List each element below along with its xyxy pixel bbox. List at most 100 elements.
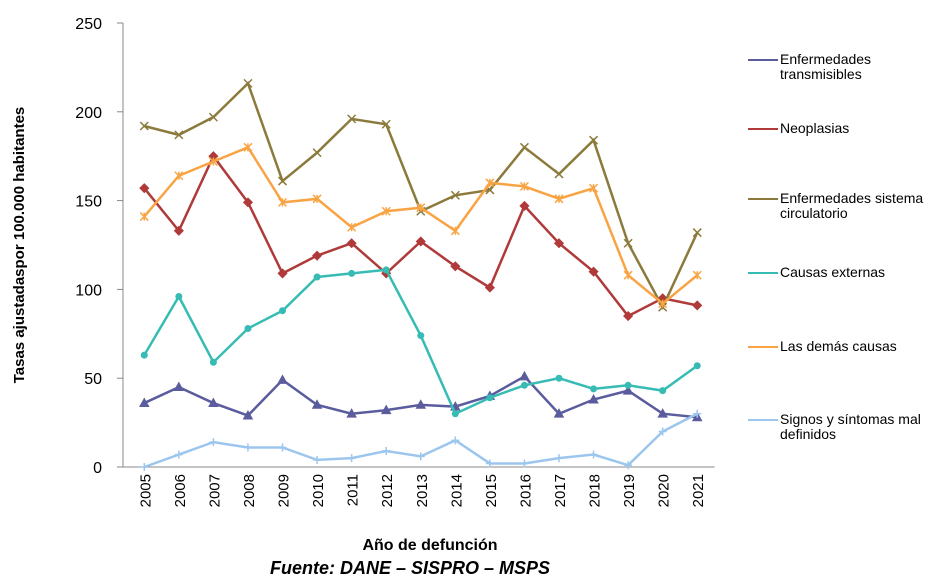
legend-label: Enfermedades sistema circulatorio: [780, 190, 924, 221]
point: [313, 273, 321, 281]
point: [451, 410, 459, 418]
x-tick-label: 2010: [310, 474, 327, 507]
point: [450, 261, 461, 272]
point: [623, 238, 633, 248]
point: [382, 266, 390, 274]
x-tick-label: 2013: [414, 474, 431, 507]
point: [209, 438, 218, 447]
point: [140, 463, 149, 471]
point: [278, 443, 287, 452]
point: [624, 461, 633, 470]
x-tick-label: 2007: [206, 474, 223, 507]
point: [450, 190, 460, 200]
legend-swatch: [748, 419, 778, 421]
point: [519, 142, 529, 152]
x-tick-label: 2019: [621, 474, 638, 507]
point: [519, 370, 530, 381]
y-axis-label: Tasas ajustadaspor 100.000 habitantes: [11, 107, 28, 384]
point: [588, 266, 599, 277]
point: [277, 374, 288, 384]
point: [554, 194, 564, 204]
point: [242, 197, 254, 208]
point: [175, 293, 183, 301]
point: [692, 228, 702, 238]
point: [589, 450, 598, 459]
series-line: [143, 268, 698, 416]
legend-swatch: [748, 272, 778, 274]
point: [140, 351, 148, 359]
point: [485, 178, 495, 188]
point: [346, 408, 357, 418]
series-line: [143, 81, 699, 310]
y-tick-label: 50: [84, 371, 102, 388]
point: [553, 408, 565, 418]
x-tick-label: 2017: [552, 474, 569, 507]
series-line: [143, 153, 698, 318]
point: [382, 447, 391, 456]
point: [416, 452, 425, 461]
point: [484, 282, 495, 293]
point: [209, 358, 217, 366]
point: [485, 459, 494, 468]
point: [451, 436, 460, 445]
point: [347, 454, 356, 463]
series-line: [143, 374, 698, 419]
legend-swatch: [748, 59, 778, 61]
point: [520, 459, 529, 468]
point: [139, 183, 150, 194]
point: [243, 142, 253, 152]
point: [311, 399, 323, 409]
legend-swatch: [748, 198, 778, 200]
x-tick-label: 2011: [345, 474, 362, 506]
point: [174, 450, 183, 459]
point: [243, 443, 252, 452]
legend-swatch: [748, 346, 778, 348]
point: [624, 381, 632, 389]
point: [242, 409, 254, 420]
x-tick-label: 2020: [656, 474, 673, 507]
point: [208, 112, 218, 122]
point: [347, 222, 357, 232]
x-tick-label: 2018: [587, 474, 604, 507]
point: [519, 181, 529, 191]
point: [519, 200, 530, 211]
point: [589, 135, 599, 145]
point: [417, 332, 425, 340]
point: [139, 212, 149, 222]
x-tick-label: 2009: [276, 474, 293, 507]
point: [174, 171, 184, 181]
point: [173, 381, 185, 392]
point: [174, 130, 184, 140]
point: [381, 206, 391, 216]
x-axis-label: Año de defunción: [362, 537, 497, 554]
point: [173, 225, 184, 236]
series-line: [143, 145, 699, 306]
point: [277, 268, 288, 279]
point: [590, 385, 598, 393]
legend-label: Signos y síntomas mal definidos: [780, 411, 921, 442]
point: [658, 299, 668, 309]
point: [243, 78, 253, 88]
point: [312, 194, 322, 204]
x-tick-label: 2014: [448, 474, 465, 507]
point: [277, 176, 288, 186]
point: [658, 427, 667, 436]
point: [622, 385, 634, 395]
legend-swatch: [748, 128, 778, 130]
legend-label: Enfermedades transmisibles: [780, 51, 872, 82]
source: Fuente: DANE – SISPRO – MSPS: [270, 558, 550, 578]
point: [346, 238, 357, 249]
point: [692, 270, 702, 280]
point: [416, 203, 426, 213]
point: [693, 409, 702, 418]
point: [208, 156, 218, 167]
y-tick-label: 200: [75, 105, 102, 122]
point: [139, 397, 150, 408]
point: [486, 394, 494, 402]
point: [657, 408, 668, 418]
x-tick-label: 2016: [517, 474, 534, 507]
point: [313, 455, 322, 464]
point: [589, 183, 599, 193]
